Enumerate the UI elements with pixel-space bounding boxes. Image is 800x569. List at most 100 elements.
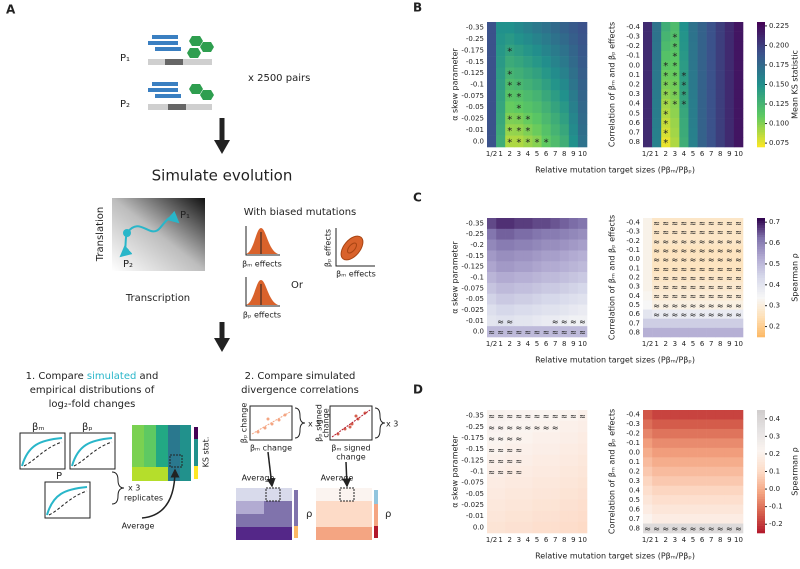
heatmap-cell — [652, 466, 662, 477]
heatmap-cell — [568, 272, 579, 284]
heatmap-cell — [724, 457, 735, 468]
heatmap-cell — [733, 137, 744, 148]
colorbar-step — [757, 412, 765, 416]
heatmap-cell — [550, 282, 561, 295]
x-tick-label: 3 — [517, 150, 521, 158]
heatmap-cell — [550, 454, 561, 467]
heatmap-cell — [715, 137, 726, 148]
heatmap-cell — [514, 56, 524, 68]
colorbar-step — [757, 449, 765, 453]
heatmap-cell — [661, 218, 671, 228]
heatmap-cell — [661, 263, 671, 274]
cell-annotation: * — [663, 100, 668, 111]
heatmap-cell — [688, 495, 698, 505]
heatmap-cell — [715, 245, 726, 255]
heatmap-cell — [697, 98, 707, 109]
heatmap-cell — [688, 50, 698, 61]
heatmap-cell — [661, 31, 671, 42]
heatmap-cell — [715, 218, 726, 228]
mini-colorbar — [374, 526, 378, 538]
heatmap-cell — [643, 327, 653, 338]
heatmap-cell — [514, 261, 524, 273]
heatmap-cell — [559, 33, 570, 46]
heatmap-cell — [715, 50, 726, 61]
colorbar-step — [757, 27, 765, 30]
y-tick-label: 0.2 — [629, 81, 640, 89]
heatmap-cell — [577, 477, 588, 489]
heatmap-cell — [505, 135, 515, 148]
cell-annotation: ≈ — [681, 256, 688, 265]
cell-annotation: * — [516, 103, 521, 114]
heatmap-cell — [568, 282, 579, 295]
heatmap-cell — [532, 272, 542, 284]
cell-annotation: ≈ — [506, 457, 513, 466]
heatmap-cell — [670, 22, 680, 32]
heatmap-cell — [559, 272, 570, 284]
colorbar-step — [757, 222, 765, 226]
step-title: Simulate evolution — [152, 167, 293, 185]
heatmap-cell — [706, 447, 717, 458]
axis-label: βₘ change — [250, 444, 292, 453]
heatmap-cell — [487, 44, 497, 57]
heatmap-cell — [688, 327, 698, 338]
cell-annotation: ≈ — [735, 301, 742, 310]
heatmap-cell — [733, 50, 744, 61]
cell-annotation: ≈ — [506, 446, 513, 455]
cell-annotation: ≈ — [708, 246, 715, 255]
cell-annotation: * — [663, 71, 668, 82]
y-tick-label: 0.0 — [629, 61, 640, 69]
colorbar-step — [757, 64, 765, 68]
cell-annotation: ≈ — [561, 412, 568, 421]
cell-annotation: ≈ — [690, 301, 697, 310]
mini-heatmap — [236, 487, 378, 540]
heatmap-cell — [670, 236, 680, 246]
x-tick-label: 7 — [709, 150, 713, 158]
pairs-label: x 2500 pairs — [248, 73, 310, 84]
joint-distribution — [340, 235, 364, 261]
cdf-plots — [19, 432, 116, 519]
colorbar-step — [757, 289, 765, 293]
colorbar-step — [757, 520, 765, 524]
cell-annotation: ≈ — [488, 446, 495, 455]
cell-annotation: ≈ — [506, 317, 513, 326]
heatmap-cell — [670, 98, 680, 109]
heatmap-cell — [532, 112, 542, 125]
cell-annotation: ≈ — [726, 256, 733, 265]
colorbar-tick-label: 0.075 — [769, 139, 789, 147]
x-tick-label: 2 — [663, 340, 667, 348]
heatmap-cell — [652, 60, 662, 71]
heatmap-cell — [661, 476, 671, 486]
heatmap-cell — [733, 523, 744, 534]
heatmap-cell — [496, 250, 506, 262]
heatmap-cell — [505, 112, 515, 125]
heatmap-cell — [715, 514, 726, 524]
heatmap-cell — [706, 309, 717, 319]
colorbar-step — [757, 92, 765, 95]
colorbar-step — [757, 109, 765, 113]
cell-annotation: * — [672, 32, 677, 43]
colorbar-step — [757, 256, 765, 259]
heatmap-cell — [697, 419, 707, 430]
x-tick-label: 5 — [535, 150, 539, 158]
heatmap-cell — [523, 44, 533, 57]
heatmap-cell — [688, 254, 698, 265]
heatmap-cell — [550, 239, 561, 251]
heatmap-cell — [523, 90, 533, 102]
colorbar-step — [757, 220, 765, 224]
y-tick-label: 0.6 — [629, 119, 641, 127]
heatmap-cell — [688, 245, 698, 255]
icon — [148, 41, 178, 45]
heatmap-cell — [487, 293, 497, 305]
cell-annotation: * — [516, 92, 521, 103]
highlight — [265, 487, 281, 502]
cell-annotation: ≈ — [717, 256, 724, 265]
heatmap-cell — [679, 263, 689, 274]
heatmap-cell — [697, 410, 707, 420]
heatmap-cell — [532, 56, 542, 68]
heatmap-cell — [577, 454, 588, 467]
cell-annotation: ≈ — [497, 468, 504, 477]
heatmap-cell — [577, 124, 588, 136]
y-tick-label: 0.7 — [629, 319, 640, 327]
heatmap-cell — [505, 228, 515, 240]
